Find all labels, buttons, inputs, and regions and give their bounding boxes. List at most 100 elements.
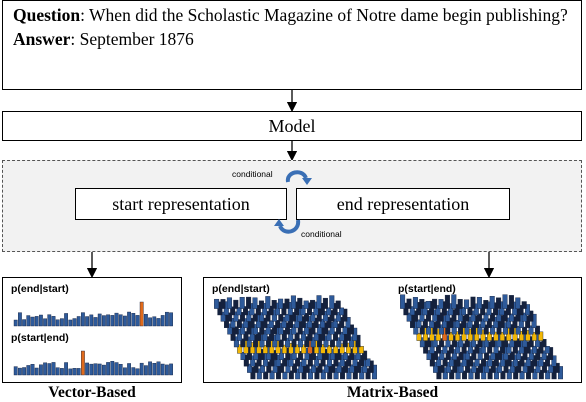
matrix-bar: [284, 298, 290, 309]
matrix-bar: [345, 342, 351, 354]
matrix-bar: [438, 312, 444, 322]
vector-bar: [89, 314, 94, 327]
matrix-bar: [528, 325, 534, 335]
matrix-bar: [419, 299, 425, 309]
matrix-bar: [468, 341, 474, 354]
matrix-bar: [329, 339, 335, 348]
vector-bar: [68, 368, 73, 376]
matrix-bar: [316, 324, 322, 335]
matrix-bar: [448, 332, 454, 341]
matrix-bar: [451, 321, 457, 335]
matrix-bar: [477, 363, 483, 373]
matrix-bar: [433, 361, 439, 373]
matrix-bar: [477, 347, 483, 360]
matrix-bar: [291, 312, 297, 322]
vector-bar: [68, 319, 73, 327]
matrix-bar: [516, 361, 522, 373]
circular-arrow-icon: [274, 219, 301, 234]
matrix-bar: [452, 349, 458, 360]
matrix-bar: [281, 317, 287, 329]
matrix-bar: [307, 353, 313, 367]
matrix-bar: [445, 361, 451, 373]
matrix-bar: [474, 358, 480, 367]
matrix-bar: [352, 354, 358, 367]
matrix-bar: [252, 324, 258, 335]
matrix-bar: [490, 360, 496, 373]
vector-bar: [34, 316, 39, 327]
matrix-bar: [484, 352, 490, 360]
matrix-bar: [246, 310, 252, 322]
matrix-bar: [336, 337, 342, 348]
matrix-bar: [458, 351, 464, 360]
matrix-bar: [326, 316, 332, 328]
matrix-bar: [506, 328, 512, 341]
matrix-bar: [451, 309, 457, 322]
model-box: Model: [2, 111, 582, 141]
matrix-bar: [230, 318, 236, 328]
matrix-bar: [271, 300, 277, 309]
matrix-bar: [332, 303, 338, 316]
vector-bars: [13, 301, 173, 376]
matrix-bar: [467, 316, 473, 329]
matrix-bars: [214, 294, 564, 380]
matrix-bar: [500, 370, 506, 380]
matrix-bar: [461, 307, 467, 316]
matrix-bar: [554, 362, 560, 373]
matrix-bar: [467, 328, 473, 341]
vector-bar: [114, 362, 119, 376]
matrix-bar: [272, 325, 278, 335]
matrix-bar: [522, 362, 528, 373]
matrix-bar: [432, 309, 438, 322]
matrix-bar: [496, 309, 502, 322]
matrix-bar: [250, 355, 256, 367]
matrix-bar: [266, 361, 272, 373]
answer-label: Answer: [13, 29, 71, 49]
matrix-bar: [240, 352, 246, 360]
matrix-bar: [541, 361, 547, 373]
matrix-bar: [416, 319, 422, 329]
matrix-bar: [448, 303, 454, 316]
matrix-bar: [477, 324, 483, 335]
vector-bar: [148, 317, 152, 327]
matrix-bar: [265, 323, 271, 335]
matrix-bar: [509, 339, 515, 348]
matrix-bar: [483, 324, 489, 335]
matrix-bar: [278, 298, 284, 309]
matrix-bar: [544, 346, 550, 354]
matrix-bar: [496, 350, 502, 361]
matrix-bar: [515, 297, 521, 309]
vector-bar: [139, 362, 144, 376]
matrix-bar: [330, 364, 336, 373]
matrix-bar: [327, 366, 333, 380]
vector-bar: [47, 314, 52, 327]
matrix-bar: [455, 356, 461, 367]
matrix-bar: [320, 344, 326, 354]
matrix-bar: [339, 343, 345, 354]
vector-bar: [39, 314, 43, 327]
vector-bar: [85, 316, 90, 327]
matrix-bar: [400, 294, 406, 309]
matrix-bar: [281, 303, 287, 316]
matrix-bar: [304, 322, 310, 335]
vector-bar: [97, 363, 102, 376]
matrix-bar: [294, 332, 300, 341]
matrix-bar: [306, 302, 312, 316]
matrix-bar: [458, 323, 464, 335]
matrix-bar: [246, 336, 252, 348]
matrix-bar: [310, 299, 316, 309]
matrix-bar: [272, 350, 278, 360]
matrix-bar: [319, 318, 325, 328]
matrix-bar: [509, 324, 515, 335]
matrix-bar: [429, 320, 435, 328]
matrix-bar: [310, 312, 316, 322]
matrix-bar: [528, 349, 534, 361]
vector-bar: [114, 312, 119, 327]
question-label: Question: [13, 5, 81, 25]
matrix-bar: [316, 295, 322, 309]
matrix-bar: [259, 312, 265, 322]
matrix-bar: [365, 358, 371, 367]
matrix-bar: [490, 352, 496, 360]
matrix-bar: [274, 302, 280, 316]
end-representation-box: end representation: [296, 188, 510, 220]
matrix-bar: [323, 349, 329, 360]
